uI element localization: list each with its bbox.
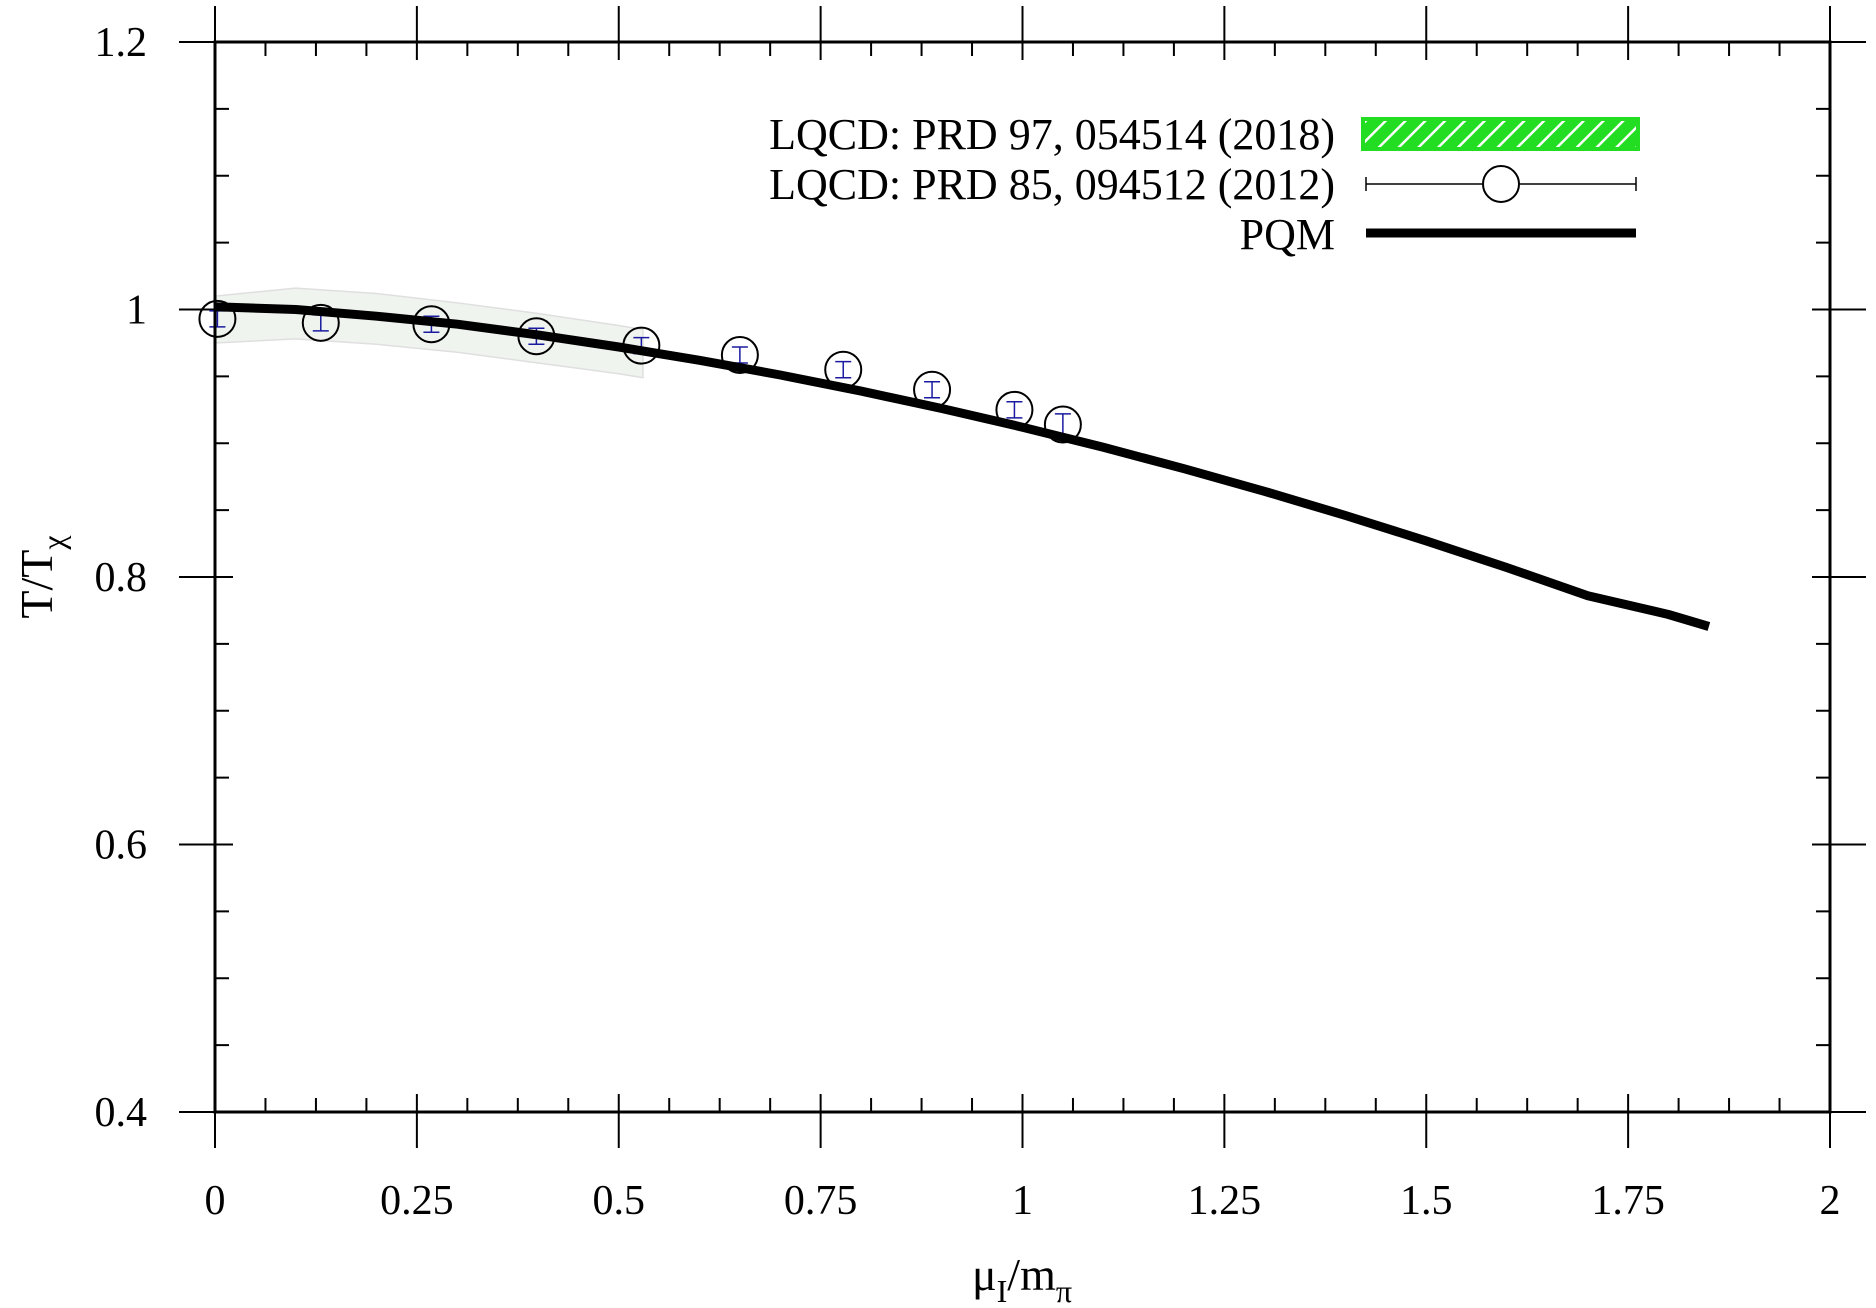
x-tick-label: 1.75 — [1591, 1178, 1665, 1224]
y-axis-label-main: T/T — [11, 550, 62, 619]
y-tick-label: 1 — [126, 288, 147, 334]
x-axis-label-sub1: I — [997, 1273, 1008, 1308]
x-tick-label: 0.5 — [593, 1178, 646, 1224]
legend-swatch-lqcd-2018 — [1361, 117, 1640, 151]
x-tick-label: 0.25 — [380, 1178, 454, 1224]
y-axis-label-sub: χ — [35, 535, 71, 551]
x-axis-label-sub2: π — [1056, 1273, 1072, 1308]
x-axis-label-mid: /m — [1007, 1249, 1056, 1300]
x-tick-label: 1 — [1012, 1178, 1033, 1224]
y-axis-label: T/Tχ — [11, 535, 71, 619]
legend-label-lqcd-2018: LQCD: PRD 97, 054514 (2018) — [769, 110, 1335, 159]
x-tick-label: 0 — [205, 1178, 226, 1224]
x-tick-label: 2 — [1820, 1178, 1841, 1224]
x-tick-label: 0.75 — [784, 1178, 858, 1224]
tick-labels: 0 0.25 0.5 0.75 1 1.25 1.5 1.75 2 0.4 0.6 0.8 1 1.2 — [95, 20, 1841, 1224]
legend-label-pqm: PQM — [1240, 210, 1335, 259]
lqcd-2012-point — [301, 303, 340, 342]
lqcd-2012-point — [198, 299, 237, 338]
y-tick-label: 1.2 — [95, 20, 148, 66]
pqm-line — [214, 302, 1711, 631]
lqcd-2012-point — [720, 335, 759, 374]
y-tick-label: 0.8 — [95, 555, 148, 601]
x-tick-label: 1.5 — [1400, 1178, 1453, 1224]
legend-label-lqcd-2012: LQCD: PRD 85, 094512 (2012) — [769, 160, 1335, 209]
x-tick-label: 1.25 — [1188, 1178, 1262, 1224]
axis-ticks — [179, 6, 1866, 1148]
lqcd-2012-point — [1043, 405, 1082, 444]
y-tick-label: 0.4 — [95, 1090, 148, 1136]
legend-marker-lqcd-2012 — [1482, 165, 1520, 203]
plot-frame — [213, 40, 1832, 1114]
x-axis-label: μI/mπ — [972, 1249, 1072, 1308]
x-axis-label-main: μ — [972, 1249, 997, 1300]
pqm-line-layer — [214, 302, 1711, 631]
legend: LQCD: PRD 97, 054514 (2018) LQCD: PRD 85… — [769, 110, 1640, 259]
y-tick-label: 0.6 — [95, 823, 148, 869]
